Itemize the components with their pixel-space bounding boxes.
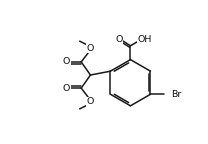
Text: O: O [87,97,94,106]
Text: Br: Br [171,90,182,99]
Text: O: O [63,84,70,93]
Text: O: O [87,44,94,53]
Text: O: O [63,57,70,66]
Text: O: O [115,35,123,44]
Text: OH: OH [137,35,151,44]
